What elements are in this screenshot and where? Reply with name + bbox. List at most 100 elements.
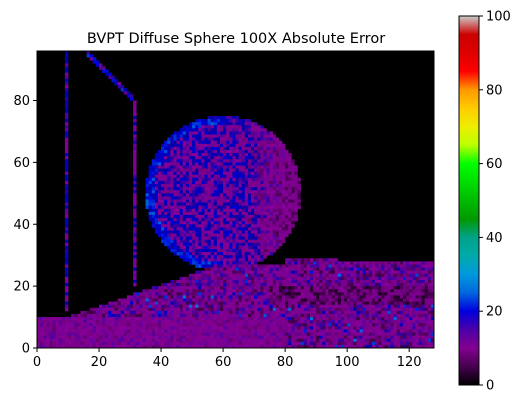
heatmap-cell bbox=[99, 320, 103, 324]
heatmap-cell bbox=[64, 249, 69, 253]
heatmap-cell bbox=[117, 298, 122, 302]
heatmap-cell bbox=[340, 289, 345, 293]
heatmap-cell bbox=[347, 298, 351, 302]
heatmap-cell bbox=[192, 205, 196, 210]
heatmap-cell bbox=[412, 317, 416, 321]
heatmap-cell bbox=[232, 236, 236, 241]
heatmap-cell bbox=[198, 310, 202, 315]
heatmap-cell bbox=[316, 283, 320, 287]
heatmap-cell bbox=[337, 289, 342, 293]
heatmap-cell bbox=[282, 313, 286, 318]
heatmap-cell bbox=[223, 214, 227, 219]
heatmap-cell bbox=[185, 125, 190, 129]
heatmap-cell bbox=[294, 335, 298, 340]
heatmap-cell bbox=[291, 184, 295, 188]
heatmap-cell bbox=[207, 143, 211, 148]
heatmap-cell bbox=[418, 279, 422, 284]
heatmap-cell bbox=[99, 66, 103, 70]
heatmap-cell bbox=[313, 283, 317, 287]
heatmap-cell bbox=[263, 171, 267, 176]
heatmap-cell bbox=[216, 177, 221, 182]
heatmap-cell bbox=[201, 344, 205, 349]
heatmap-cell bbox=[340, 279, 345, 284]
heatmap-cell bbox=[213, 115, 218, 120]
heatmap-cell bbox=[291, 202, 295, 206]
heatmap-cell bbox=[427, 279, 432, 284]
heatmap-cell bbox=[192, 122, 196, 126]
heatmap-cell bbox=[365, 276, 370, 281]
heatmap-cell bbox=[390, 298, 394, 302]
heatmap-cell bbox=[409, 329, 413, 333]
heatmap-cell bbox=[133, 119, 137, 123]
heatmap-cell bbox=[201, 276, 205, 281]
heatmap-cell bbox=[188, 298, 193, 302]
heatmap-cell bbox=[381, 270, 385, 275]
heatmap-cell bbox=[64, 270, 69, 275]
heatmap-cell bbox=[238, 146, 242, 151]
heatmap-cell bbox=[421, 329, 425, 333]
heatmap-cell bbox=[64, 137, 69, 142]
heatmap-cell bbox=[322, 295, 326, 299]
heatmap-cell bbox=[64, 245, 69, 250]
heatmap-cell bbox=[154, 196, 159, 200]
heatmap-cell bbox=[291, 326, 295, 330]
heatmap-cell bbox=[241, 224, 246, 228]
heatmap-cell bbox=[188, 187, 193, 191]
heatmap-cell bbox=[402, 326, 407, 330]
heatmap-cell bbox=[95, 307, 100, 312]
heatmap-cell bbox=[226, 122, 230, 126]
heatmap-cell bbox=[219, 276, 224, 281]
heatmap-cell bbox=[387, 289, 391, 293]
heatmap-cell bbox=[427, 283, 432, 287]
heatmap-cell bbox=[257, 218, 261, 222]
heatmap-cell bbox=[402, 270, 407, 275]
heatmap-cell bbox=[393, 279, 398, 284]
heatmap-cell bbox=[133, 112, 137, 117]
heatmap-cell bbox=[207, 171, 211, 176]
heatmap-cell bbox=[185, 249, 190, 253]
heatmap-cell bbox=[164, 196, 168, 200]
heatmap-cell bbox=[229, 227, 233, 231]
heatmap-cell bbox=[328, 292, 332, 296]
heatmap-cell bbox=[201, 146, 205, 151]
heatmap-cell bbox=[282, 180, 286, 185]
heatmap-cell bbox=[340, 332, 345, 336]
heatmap-cell bbox=[176, 341, 180, 346]
heatmap-cell bbox=[219, 180, 224, 185]
heatmap-cell bbox=[275, 224, 280, 228]
heatmap-cell bbox=[201, 227, 205, 231]
heatmap-cell bbox=[263, 283, 267, 287]
heatmap-cell bbox=[275, 233, 280, 237]
heatmap-cell bbox=[167, 233, 171, 237]
heatmap-cell bbox=[173, 143, 177, 148]
heatmap-cell bbox=[173, 156, 177, 160]
heatmap-cell bbox=[204, 344, 208, 349]
heatmap-cell bbox=[204, 143, 208, 148]
heatmap-cell bbox=[275, 211, 280, 216]
heatmap-cell bbox=[378, 304, 382, 309]
heatmap-cell bbox=[260, 128, 264, 132]
heatmap-cell bbox=[198, 245, 202, 250]
heatmap-cell bbox=[254, 221, 258, 225]
heatmap-cell bbox=[260, 171, 264, 176]
heatmap-cell bbox=[154, 298, 159, 302]
heatmap-cell bbox=[64, 292, 69, 296]
heatmap-cell bbox=[64, 54, 69, 58]
heatmap-cell bbox=[55, 341, 60, 346]
heatmap-cell bbox=[188, 289, 193, 293]
heatmap-cell bbox=[254, 193, 258, 197]
heatmap-cell bbox=[105, 310, 109, 315]
heatmap-cell bbox=[251, 168, 255, 172]
heatmap-cell bbox=[282, 177, 286, 182]
heatmap-cell bbox=[325, 267, 329, 271]
heatmap-cell bbox=[263, 310, 267, 315]
heatmap-cell bbox=[378, 310, 382, 315]
heatmap-cell bbox=[40, 344, 44, 349]
heatmap-cell bbox=[148, 329, 153, 333]
heatmap-cell bbox=[37, 326, 41, 330]
heatmap-cell bbox=[356, 264, 360, 268]
heatmap-cell bbox=[182, 211, 187, 216]
heatmap-cell bbox=[238, 304, 242, 309]
heatmap-cell bbox=[167, 180, 171, 185]
heatmap-cell bbox=[378, 326, 382, 330]
